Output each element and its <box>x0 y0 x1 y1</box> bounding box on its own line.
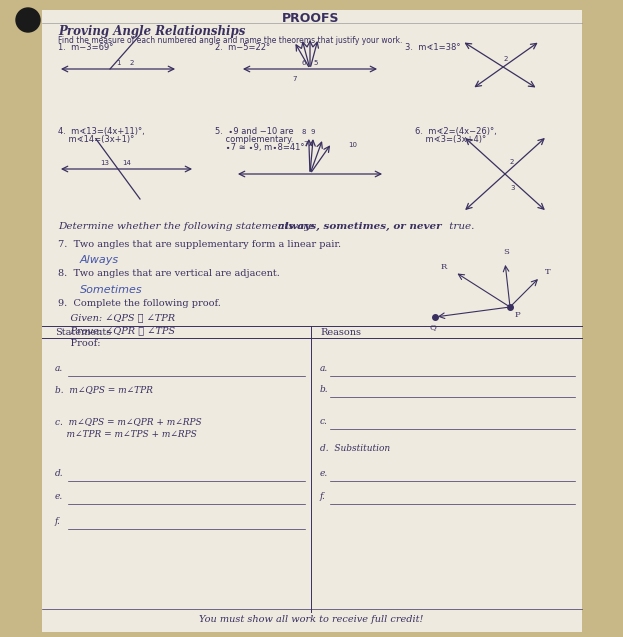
Text: f.: f. <box>55 517 61 526</box>
Text: 7.  Two angles that are supplementary form a linear pair.: 7. Two angles that are supplementary for… <box>58 240 341 249</box>
Text: 7: 7 <box>303 141 308 147</box>
Text: 5.  ∙9 and −10 are: 5. ∙9 and −10 are <box>215 127 293 136</box>
Text: T: T <box>545 268 551 276</box>
Text: 6: 6 <box>302 60 307 66</box>
Text: true.: true. <box>446 222 474 231</box>
Text: PROOFS: PROOFS <box>282 12 340 25</box>
Text: m∠TPR = m∠TPS + m∠RPS: m∠TPR = m∠TPS + m∠RPS <box>55 430 197 439</box>
Text: a.: a. <box>320 364 328 373</box>
Text: Reasons: Reasons <box>320 328 361 337</box>
Text: 2: 2 <box>504 56 508 62</box>
Text: Sometimes: Sometimes <box>80 285 143 295</box>
Text: 6.  m∢2=(4x−26)°,: 6. m∢2=(4x−26)°, <box>415 127 497 136</box>
Text: d.  Substitution: d. Substitution <box>320 444 390 453</box>
Text: 2: 2 <box>130 60 135 66</box>
Text: b.: b. <box>320 385 328 394</box>
Text: Determine whether the following statements are: Determine whether the following statemen… <box>58 222 318 231</box>
Text: e.: e. <box>55 492 64 501</box>
Text: 1: 1 <box>116 60 120 66</box>
Circle shape <box>16 8 40 32</box>
Text: 8.  Two angles that are vertical are adjacent.: 8. Two angles that are vertical are adja… <box>58 269 280 278</box>
Text: Find the measure of each numbered angle and name the theorems that justify your : Find the measure of each numbered angle … <box>58 36 402 45</box>
Text: S: S <box>503 248 509 256</box>
Text: Statements: Statements <box>55 328 112 337</box>
Text: P: P <box>515 311 521 319</box>
Text: 13: 13 <box>100 160 109 166</box>
Text: 8: 8 <box>302 129 306 135</box>
Text: 1.  m−3=69°: 1. m−3=69° <box>58 43 113 52</box>
Text: 9.  Complete the following proof.: 9. Complete the following proof. <box>58 299 221 308</box>
Text: 4.  m∢13=(4x+11)°,: 4. m∢13=(4x+11)°, <box>58 127 145 136</box>
Text: 3: 3 <box>510 185 515 191</box>
Text: m∢3=(3x+4)°: m∢3=(3x+4)° <box>415 135 486 144</box>
Text: Proof:: Proof: <box>58 339 100 348</box>
Text: 5: 5 <box>313 60 317 66</box>
Text: 2: 2 <box>510 159 515 165</box>
Text: b.  m∠QPS = m∠TPR: b. m∠QPS = m∠TPR <box>55 385 153 394</box>
Text: a.: a. <box>55 364 64 373</box>
Text: Always: Always <box>80 255 119 265</box>
Text: Given: ∠QPS ≅ ∠TPR: Given: ∠QPS ≅ ∠TPR <box>58 313 175 322</box>
Text: always, sometimes, or never: always, sometimes, or never <box>278 222 442 231</box>
FancyBboxPatch shape <box>42 10 582 632</box>
Text: 2.  m−5=22°: 2. m−5=22° <box>215 43 270 52</box>
Text: d.: d. <box>55 469 64 478</box>
Text: 9: 9 <box>311 129 315 135</box>
Text: f.: f. <box>320 492 326 501</box>
Text: You must show all work to receive full credit!: You must show all work to receive full c… <box>199 615 423 624</box>
Text: c.: c. <box>320 417 328 426</box>
Text: 14: 14 <box>122 160 131 166</box>
Text: e.: e. <box>320 469 328 478</box>
Text: 10: 10 <box>348 142 357 148</box>
Text: 7: 7 <box>292 76 297 82</box>
Text: Prove: ∠QPR ≅ ∠TPS: Prove: ∠QPR ≅ ∠TPS <box>58 326 175 335</box>
Text: complementary.: complementary. <box>215 135 293 144</box>
Text: R: R <box>441 263 447 271</box>
Text: 3.  m∢1=38°: 3. m∢1=38° <box>405 43 460 52</box>
Text: Q: Q <box>430 323 437 331</box>
Text: m∢14=(3x+1)°: m∢14=(3x+1)° <box>58 135 134 144</box>
Text: c.  m∠QPS = m∠QPR + m∠RPS: c. m∠QPS = m∠QPR + m∠RPS <box>55 417 202 426</box>
Text: Proving Angle Relationships: Proving Angle Relationships <box>58 25 245 38</box>
Text: ∙7 ≅ ∙9, m∙8=41°: ∙7 ≅ ∙9, m∙8=41° <box>215 143 305 152</box>
